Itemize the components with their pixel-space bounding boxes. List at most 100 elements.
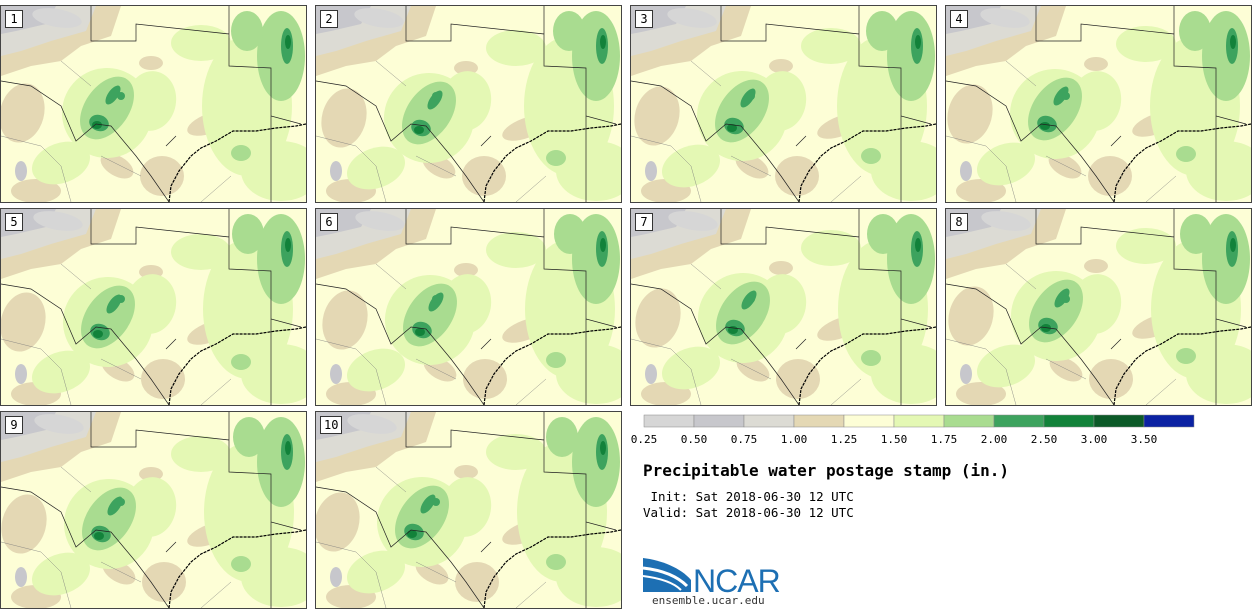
- pw-contour-region: [415, 328, 425, 336]
- pw-contour-region: [546, 417, 578, 457]
- coastline: [168, 326, 306, 405]
- init-time: Init: Sat 2018-06-30 12 UTC: [643, 489, 854, 504]
- pw-contour-region: [776, 359, 820, 399]
- pw-contour-region: [432, 92, 440, 100]
- pw-contour-region: [330, 161, 342, 181]
- pw-contour-region: [233, 417, 265, 457]
- pw-contour-region: [232, 214, 264, 254]
- ncar-logo: NCAR: [642, 558, 781, 594]
- pw-contour-region: [486, 232, 546, 268]
- pw-contour-region: [1116, 26, 1176, 62]
- coastline: [168, 529, 306, 608]
- pw-contour-region: [140, 156, 184, 196]
- political-boundaries: [316, 412, 617, 608]
- pw-contour-region: [355, 211, 405, 231]
- pw-contour-region: [322, 290, 368, 350]
- member-panel: 2: [315, 5, 622, 203]
- coastline: [483, 123, 621, 202]
- pw-contour-region: [454, 61, 478, 75]
- pw-map: [946, 209, 1251, 405]
- pw-contour-region: [31, 350, 91, 394]
- pw-map: [1, 6, 306, 202]
- pw-contour-region: [960, 161, 972, 181]
- coastline: [483, 529, 621, 608]
- member-panel: 6: [315, 208, 622, 406]
- pw-contour-region: [440, 274, 492, 334]
- pw-contour-region: [34, 414, 84, 434]
- minor-boundaries: [1, 60, 232, 202]
- pw-contour-region: [142, 562, 186, 602]
- pw-contour-region: [554, 214, 586, 254]
- pw-contour-region: [455, 562, 499, 602]
- pw-contour-region: [321, 88, 367, 148]
- pw-map: [1, 209, 306, 405]
- political-boundaries: [946, 6, 1247, 202]
- pw-contour-region: [1062, 295, 1070, 303]
- ncar-logo-swoosh-highlight: [642, 566, 689, 588]
- colorbar-tick-label: 1.00: [781, 433, 808, 446]
- member-panel: 1: [0, 5, 307, 203]
- pw-contour-region: [1179, 11, 1211, 51]
- colorbar-tick-label: 1.50: [881, 433, 908, 446]
- pw-contour-region: [141, 359, 185, 399]
- pw-contour-region: [241, 547, 306, 607]
- member-label: 2: [320, 10, 338, 28]
- pw-contour-region: [347, 414, 397, 434]
- colorbar-bin: [893, 414, 945, 428]
- political-boundaries: [316, 209, 617, 405]
- minor-boundaries: [631, 263, 862, 405]
- pw-contour-region: [1088, 156, 1132, 196]
- pw-map: [316, 6, 621, 202]
- coastline: [1113, 123, 1251, 202]
- pw-contour-region: [960, 364, 972, 384]
- pw-contour-region: [31, 141, 91, 185]
- colorbar-bin: [1093, 414, 1145, 428]
- pw-contour-region: [1202, 11, 1250, 101]
- coastline: [1113, 326, 1251, 405]
- member-panel: 9: [0, 411, 307, 609]
- pw-contour-region: [572, 417, 620, 507]
- member-label: 4: [950, 10, 968, 28]
- pw-contour-region: [1062, 92, 1070, 100]
- pw-contour-region: [231, 556, 251, 572]
- colorbar-bin: [643, 414, 695, 428]
- pw-contour-region: [285, 238, 291, 252]
- pw-contour-region: [546, 150, 566, 166]
- pw-contour-region: [1176, 146, 1196, 162]
- pw-contour-region: [1084, 259, 1108, 273]
- pw-map: [316, 209, 621, 405]
- pw-contour-region: [1089, 359, 1133, 399]
- pw-contour-region: [407, 530, 417, 538]
- colorbar-tick-label: 0.75: [731, 433, 758, 446]
- pw-contour-region: [330, 364, 342, 384]
- pw-contour-region: [1186, 344, 1251, 404]
- pw-contour-region: [948, 286, 994, 346]
- chart-title: Precipitable water postage stamp (in.): [643, 461, 1010, 480]
- pw-contour-region: [947, 84, 993, 144]
- pw-contour-region: [871, 141, 936, 201]
- pw-contour-region: [861, 350, 881, 366]
- pw-contour-region: [645, 364, 657, 384]
- pw-contour-region: [454, 465, 478, 479]
- pw-contour-region: [241, 344, 306, 404]
- ncar-logo-swoosh-highlight-2: [642, 575, 682, 591]
- pw-contour-region: [117, 498, 125, 506]
- pw-contour-region: [769, 261, 793, 275]
- pw-contour-region: [11, 179, 61, 202]
- pw-contour-region: [285, 35, 291, 49]
- pw-contour-region: [346, 348, 406, 392]
- pw-contour-region: [432, 498, 440, 506]
- coastline: [798, 123, 936, 202]
- pw-contour-region: [1048, 153, 1082, 179]
- pw-contour-region: [1, 83, 45, 143]
- pw-contour-region: [1230, 238, 1236, 252]
- pw-contour-region: [93, 330, 103, 338]
- pw-contour-region: [486, 30, 546, 66]
- political-boundaries: [631, 209, 932, 405]
- pw-contour-region: [553, 11, 585, 51]
- member-panel: 3: [630, 5, 937, 203]
- pw-contour-region: [861, 148, 881, 164]
- pw-contour-region: [747, 295, 755, 303]
- pw-contour-region: [976, 142, 1036, 186]
- pw-contour-region: [92, 121, 102, 129]
